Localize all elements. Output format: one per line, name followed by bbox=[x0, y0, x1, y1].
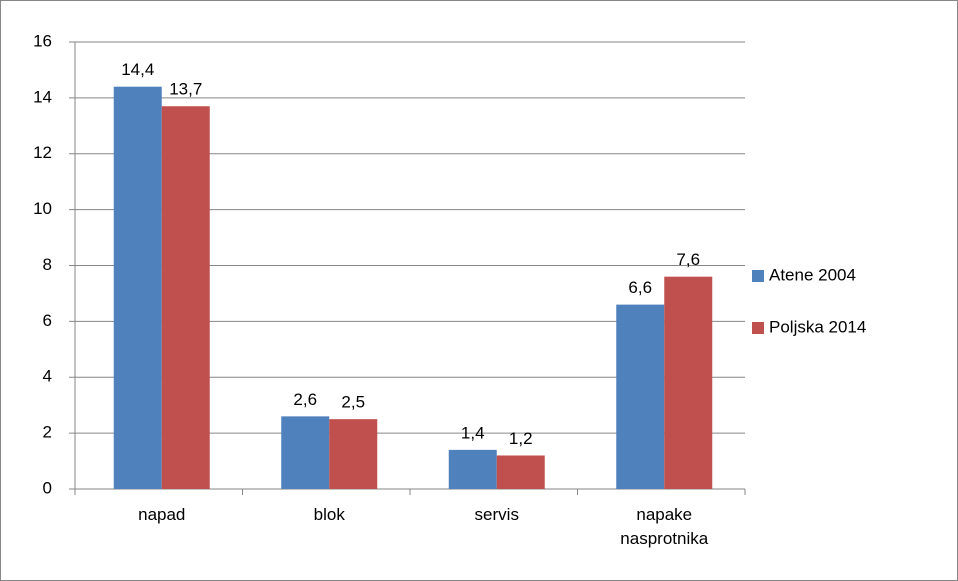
x-tick-label: servis bbox=[474, 505, 519, 524]
value-label: 7,6 bbox=[676, 250, 700, 269]
y-tick-label: 16 bbox=[33, 31, 52, 50]
value-label: 2,5 bbox=[341, 393, 365, 412]
bar bbox=[161, 106, 210, 489]
bar bbox=[448, 449, 497, 489]
x-tick-label: napake nasprotnika bbox=[620, 505, 709, 548]
bar bbox=[664, 276, 713, 489]
y-tick-label: 8 bbox=[43, 255, 52, 274]
bar bbox=[496, 455, 545, 489]
legend-swatch bbox=[752, 322, 764, 334]
x-tick-label: napad bbox=[138, 505, 186, 524]
y-tick-label: 2 bbox=[43, 423, 52, 442]
y-tick-label: 0 bbox=[43, 478, 52, 497]
y-tick-label: 10 bbox=[33, 199, 52, 218]
value-label: 1,2 bbox=[509, 429, 533, 448]
y-tick-label: 14 bbox=[33, 87, 52, 106]
value-label: 6,6 bbox=[628, 278, 652, 297]
value-label: 13,7 bbox=[169, 80, 202, 99]
y-tick-label: 4 bbox=[43, 367, 52, 386]
x-tick-label: blok bbox=[313, 505, 345, 524]
value-label: 2,6 bbox=[293, 390, 317, 409]
y-tick-label: 12 bbox=[33, 143, 52, 162]
bar bbox=[616, 304, 665, 489]
value-label: 14,4 bbox=[121, 60, 154, 79]
y-tick-label: 6 bbox=[43, 311, 52, 330]
bar bbox=[329, 419, 378, 489]
legend-label: Poljska 2014 bbox=[769, 317, 866, 336]
legend-label: Atene 2004 bbox=[769, 265, 856, 284]
legend-swatch bbox=[752, 270, 764, 282]
value-label: 1,4 bbox=[461, 423, 485, 442]
bar bbox=[113, 86, 162, 489]
bar bbox=[281, 416, 330, 489]
